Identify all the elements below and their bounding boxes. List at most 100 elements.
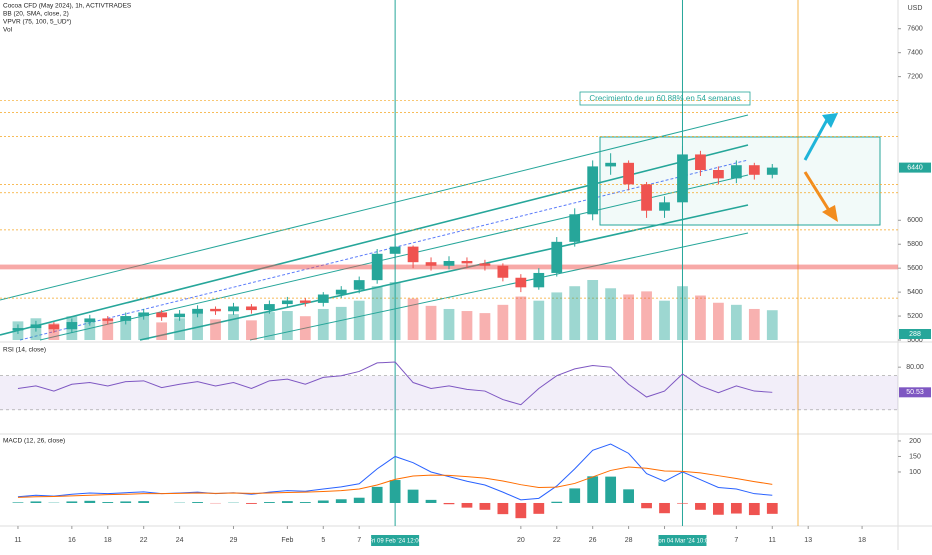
x-tick-label: 26 (589, 537, 597, 544)
volume-bar (713, 303, 724, 340)
volume-bar (749, 309, 760, 340)
volume-bar (174, 318, 185, 340)
volume-bar (318, 309, 329, 340)
volume-bar (264, 312, 275, 340)
candle-body (300, 300, 311, 302)
candle-body (569, 214, 580, 242)
candle-body (192, 309, 203, 314)
y-tick-label: 5600 (907, 265, 923, 272)
indicator: BB (20, SMA, close, 2) (3, 11, 69, 18)
last-price: 6440 (907, 164, 923, 171)
volume-bar (587, 280, 598, 340)
range-box (600, 137, 880, 225)
macd-hist (515, 503, 526, 518)
macd-hist (551, 502, 562, 503)
x-tick-label: 18 (858, 537, 866, 544)
y-tick-label: 5800 (907, 241, 923, 248)
y-tick-label: 200 (909, 438, 921, 445)
pane-title: MACD (12, 26, close) (3, 438, 65, 445)
volume-bar (462, 311, 473, 340)
candle-body (713, 170, 724, 178)
macd-hist (533, 503, 544, 514)
x-tick-label: 18 (104, 537, 112, 544)
candle-body (282, 300, 293, 304)
indicator: Vol (3, 27, 13, 34)
currency: USD (908, 5, 923, 12)
y-tick-label: 7600 (907, 26, 923, 33)
x-tick-label: 11 (14, 537, 21, 544)
volume-bar (533, 301, 544, 340)
indicator: VPVR (75, 100, 5_UD*) (3, 19, 71, 26)
volume-bar (426, 306, 437, 340)
candle-body (102, 318, 113, 320)
y-tick-label: 100 (909, 469, 921, 476)
volume-bar (336, 307, 347, 340)
macd-hist (66, 501, 77, 503)
candle-body (210, 309, 221, 311)
volume-bar (210, 319, 221, 340)
x-tick-label: 24 (176, 537, 184, 544)
candle-body (156, 312, 167, 317)
x-tick-label: 20 (517, 537, 525, 544)
candle-body (731, 165, 742, 178)
x-tick-label: 5 (321, 537, 325, 544)
macd-hist (138, 501, 149, 503)
macd-hist (641, 503, 652, 508)
candle-body (48, 324, 59, 329)
candle-body (408, 247, 419, 263)
macd-hist (587, 476, 598, 503)
macd-hist (444, 503, 455, 504)
macd-hist (120, 501, 131, 503)
macd-hist (677, 503, 688, 504)
macd-hist (318, 501, 329, 503)
x-tick-label: 7 (357, 537, 361, 544)
candle-body (228, 306, 239, 311)
x-tick-label: 11 (769, 537, 776, 544)
macd-hist (84, 501, 95, 503)
pane-title: RSI (14, close) (3, 347, 46, 354)
macd-hist (480, 503, 491, 510)
x-tick-label: 7 (734, 537, 738, 544)
volume-bar (246, 320, 257, 340)
macd-hist (767, 503, 778, 514)
candle-body (659, 202, 670, 210)
candle-body (31, 324, 42, 328)
y-tick-label: 7400 (907, 50, 923, 57)
candle-body (480, 263, 491, 265)
candle-body (426, 262, 437, 266)
crosshair-label: Mon 04 Mar '24 10:00 (653, 539, 712, 545)
volume-bar (372, 286, 383, 340)
macd-hist (569, 488, 580, 503)
macd-hist (282, 501, 293, 503)
volume-bar (551, 292, 562, 340)
candle-body (605, 163, 616, 167)
candle-body (462, 261, 473, 263)
macd-hist (354, 498, 365, 503)
candle-body (533, 273, 544, 287)
candle-body (84, 318, 95, 322)
x-tick-label: 22 (140, 537, 148, 544)
candle-body (749, 165, 760, 175)
macd-hist (462, 503, 473, 508)
macd-hist (695, 503, 706, 510)
volume-bar (569, 286, 580, 340)
candle-body (767, 168, 778, 175)
candle-body (318, 295, 329, 303)
candle-body (551, 242, 562, 273)
macd-hist (426, 500, 437, 503)
volume-bar (354, 301, 365, 340)
candle-body (138, 312, 149, 316)
y-tick-label: 6000 (907, 217, 923, 224)
x-tick-label: Feb (281, 537, 293, 544)
volume-bar (641, 291, 652, 340)
macd-hist (408, 490, 419, 503)
x-tick-label: 22 (553, 537, 561, 544)
macd-hist (13, 502, 24, 503)
volume-bar (300, 316, 311, 340)
candle-body (246, 306, 257, 310)
macd-hist (31, 501, 42, 503)
candle-body (120, 316, 131, 321)
candle-body (515, 278, 526, 288)
y-tick-label: 7200 (907, 73, 923, 80)
